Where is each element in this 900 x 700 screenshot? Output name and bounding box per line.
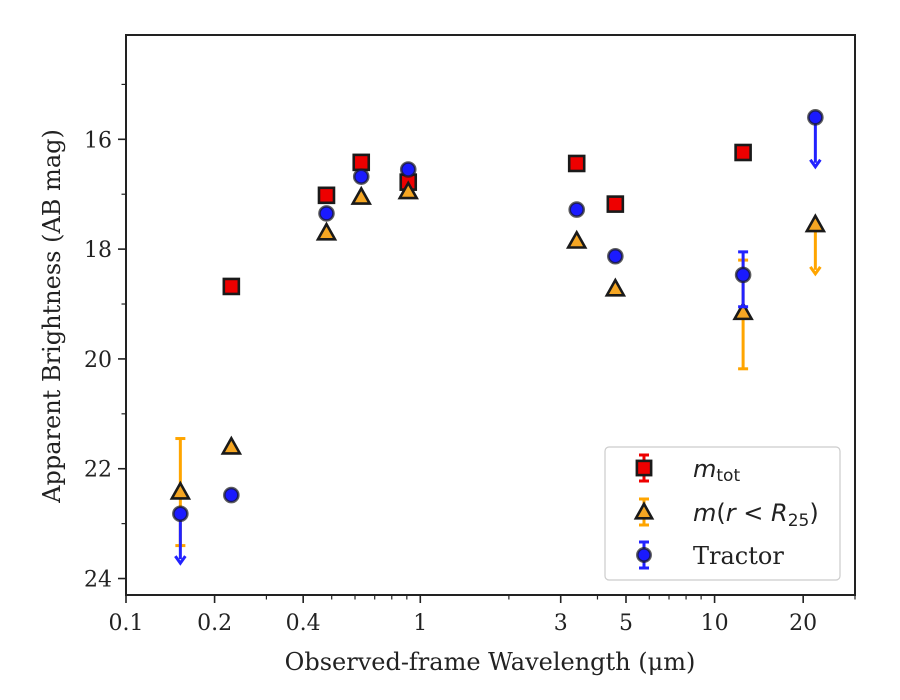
x-tick-label: 20 [789,611,817,636]
limit-arrow-head [809,158,822,170]
point-tractor [172,505,189,523]
axes-frame [125,34,856,596]
x-tick-label: 1 [413,611,427,636]
legend-marker [633,501,655,520]
legend-item-tractor [636,540,652,570]
point-tractor [568,201,586,218]
point-mtot [317,186,336,205]
x-tick-label: 3 [554,611,568,636]
point-tractor [318,205,335,222]
point-mr25 [397,180,419,200]
point-mtot [352,153,371,172]
x-tick-label: 10 [701,611,729,636]
point-tractor [223,486,240,504]
y-tick-label: 20 [84,348,112,373]
series-mtot [222,143,752,296]
legend-item-mtot [635,453,653,483]
point-tractor [607,247,624,265]
point-mr25 [604,277,627,297]
point-tractor [399,161,417,178]
legend-box [604,446,841,581]
point-mr25 [315,221,338,241]
point-mtot [567,154,586,173]
y-tick-label: 22 [84,458,112,483]
point-mr25 [804,213,827,233]
axes: 0.1 0.2 0.4 1 3 5 10 20 16 18 20 22 24 [84,34,856,636]
legend-item-mr25 [633,497,655,527]
y-tick-label: 18 [84,238,112,263]
legend-label-mtot: mtot [693,455,740,486]
legend-label-tractor: Tractor [693,542,784,570]
x-tick-label: 0.4 [286,611,321,636]
point-tractor [807,109,824,126]
limit-arrow-head [174,555,187,566]
x-axis-label: Observed-frame Wavelength (μm) [285,648,696,676]
legend-marker [636,547,652,563]
y-tick-label: 16 [84,128,112,153]
point-mr25 [220,435,243,455]
point-mr25 [732,301,754,321]
point-mtot [734,143,752,162]
point-mr25 [169,480,192,500]
plot-area [169,109,827,566]
point-mr25 [565,229,588,249]
point-mr25 [350,185,372,205]
legend-marker [635,459,653,477]
point-tractor [352,168,370,185]
x-tick-label: 0.2 [197,611,232,636]
y-tick-label: 24 [84,568,112,593]
y-axis-label: Apparent Brightness (AB mag) [38,129,66,504]
series-tractor [172,109,824,566]
point-mtot [606,195,625,213]
legend: mtot m(r < R25) Tractor [604,446,841,581]
legend-label-mr25: m(r < R25) [693,499,819,531]
limit-arrow-head [809,265,822,277]
x-tick-label: 0.1 [109,611,144,636]
point-tractor [734,266,752,284]
point-mtot [222,277,241,296]
x-tick-label: 5 [619,611,633,636]
